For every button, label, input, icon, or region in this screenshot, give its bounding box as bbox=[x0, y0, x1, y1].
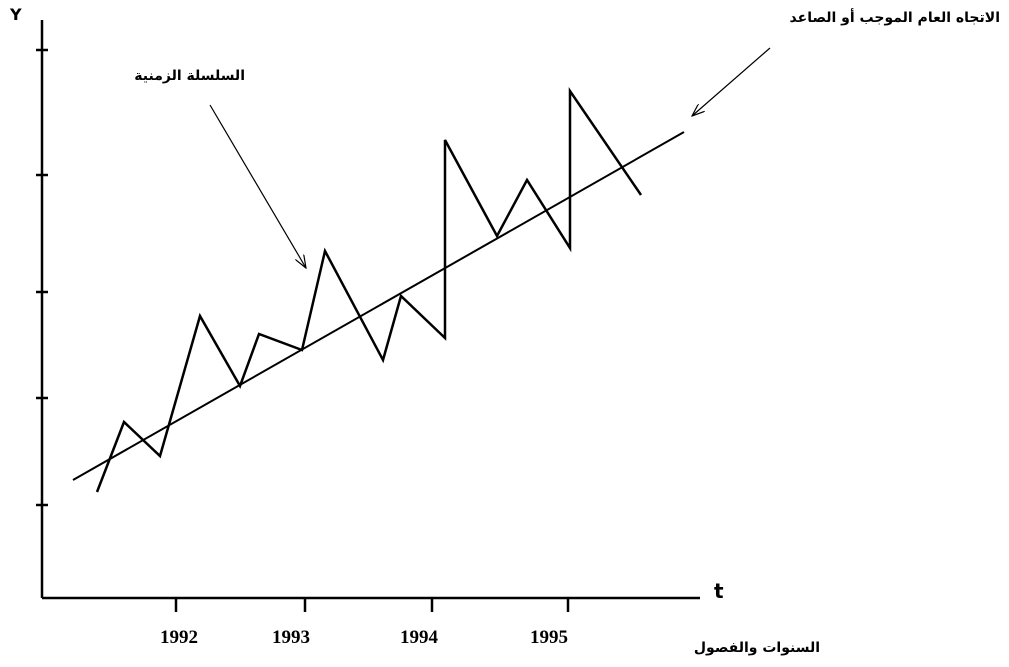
axes bbox=[36, 20, 700, 612]
series-annotation: السلسلة الزمنية bbox=[134, 68, 245, 84]
year-label: 1992 bbox=[160, 627, 198, 648]
y-label: Y bbox=[9, 5, 22, 24]
x-title: السنوات والفصول bbox=[694, 640, 820, 656]
x-label: t bbox=[714, 579, 724, 603]
year-label: 1995 bbox=[530, 627, 568, 648]
trend-line bbox=[72, 131, 685, 481]
trend-annotation: الاتجاه العام الموجب أو الصاعد bbox=[790, 8, 1000, 26]
time-series bbox=[95, 86, 643, 493]
trend-arrow bbox=[692, 47, 771, 116]
year-label: 1993 bbox=[272, 627, 310, 648]
series-arrow bbox=[209, 104, 306, 268]
year-label: 1994 bbox=[400, 627, 439, 648]
